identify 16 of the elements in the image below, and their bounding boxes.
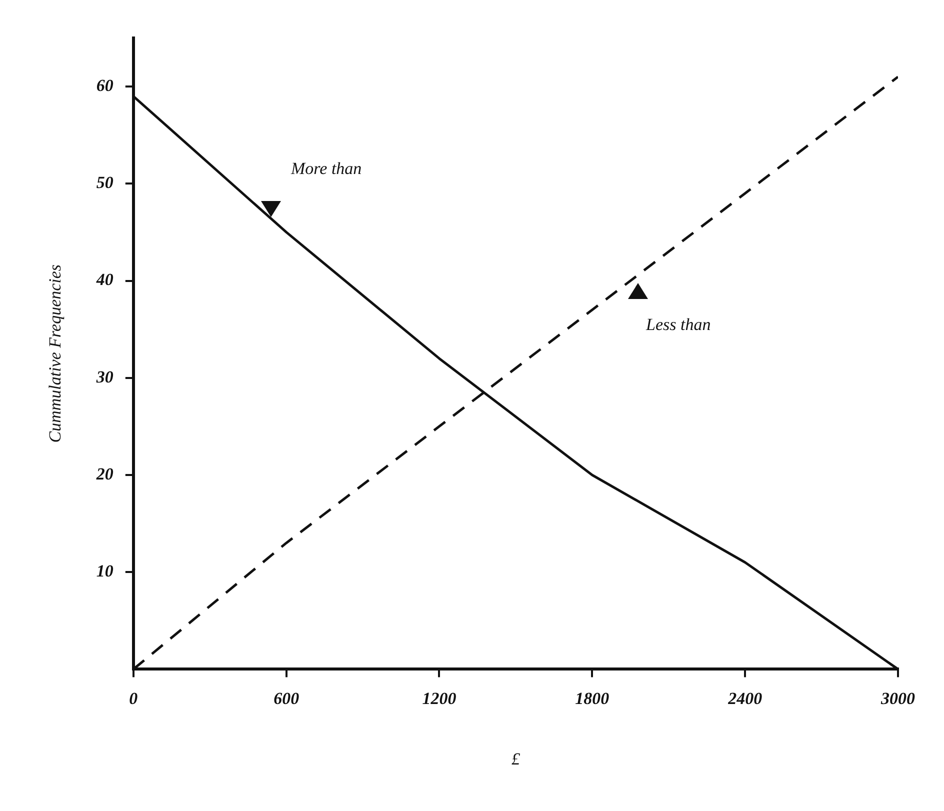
y-tick-label: 20 [95, 464, 114, 484]
y-tick-label: 10 [96, 561, 114, 580]
x-tick-label: 0 [129, 688, 138, 708]
legend-label: Less than [646, 314, 711, 335]
x-tick-label: 3000 [880, 688, 916, 708]
y-tick-label: 30 [95, 367, 114, 386]
y-axis-title: Cummulative Frequencies [46, 264, 65, 443]
x-tick-label: 2400 [727, 688, 763, 708]
y-tick-label: 50 [96, 173, 114, 192]
x-tick-label: 1800 [575, 688, 610, 708]
x-axis-title: £ [511, 749, 520, 768]
text: More than [291, 158, 362, 179]
y-tick-label: 60 [96, 76, 114, 95]
x-tick-label: 1200 [422, 688, 457, 708]
y-tick-label: 40 [95, 270, 114, 290]
x-tick-label: 600 [274, 688, 300, 708]
